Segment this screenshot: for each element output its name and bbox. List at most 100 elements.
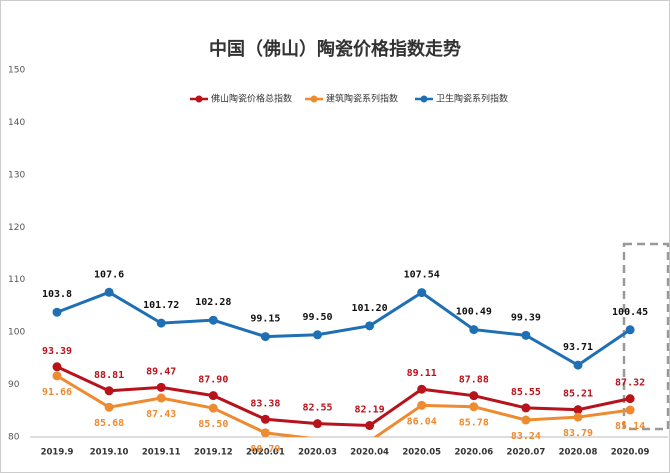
legend-dot: [420, 95, 428, 103]
x-tick-label: 2020.05: [402, 448, 441, 458]
x-tick-label: 2020.06: [454, 448, 493, 458]
series-line: [56, 290, 631, 367]
x-tick-label: 2019.11: [142, 448, 181, 458]
data-label: 80.79: [250, 444, 280, 455]
point: [260, 428, 270, 438]
point: [521, 415, 531, 425]
data-label: 93.39: [42, 346, 72, 357]
data-label: 87.32: [615, 378, 645, 389]
data-label: 85.14: [615, 421, 645, 432]
data-label: 100.49: [456, 307, 492, 318]
point: [469, 325, 479, 335]
highlight-box: [622, 242, 670, 431]
y-tick-label: 140: [8, 118, 25, 128]
x-tick-label: 2019.10: [90, 448, 129, 458]
data-label: 107.6: [94, 269, 124, 280]
data-label: 85.50: [198, 419, 228, 430]
data-label: 85.78: [459, 418, 489, 429]
y-tick-label: 100: [8, 328, 25, 338]
data-label: 103.8: [42, 289, 72, 300]
point: [313, 330, 322, 340]
point: [625, 405, 635, 415]
chart-title: 中国（佛山）陶瓷价格指数走势: [209, 38, 461, 60]
x-tick-label: 2020.08: [559, 448, 598, 458]
data-label: 89.47: [146, 366, 176, 377]
data-label: 87.90: [198, 375, 228, 386]
data-label: 101.72: [143, 300, 179, 311]
point: [208, 391, 218, 401]
point: [469, 402, 479, 412]
point: [52, 371, 62, 381]
x-tick-label: 2020.07: [507, 448, 546, 458]
data-label: 93.71: [563, 342, 593, 353]
data-label: 99.39: [511, 312, 541, 323]
data-label: 100.45: [612, 307, 648, 318]
data-label: 85.68: [94, 418, 124, 429]
data-label: 102.28: [195, 297, 231, 308]
y-tick-label: 120: [8, 223, 25, 233]
point: [104, 386, 114, 396]
y-tick-label: 130: [8, 170, 25, 180]
point: [573, 405, 583, 415]
y-tick-label: 110: [8, 275, 25, 285]
point: [365, 321, 375, 331]
y-tick-label: 90: [8, 380, 20, 390]
point: [417, 400, 427, 410]
x-tick-label: 2019.12: [194, 448, 233, 458]
point: [313, 419, 322, 429]
point: [625, 325, 635, 335]
point: [260, 332, 270, 342]
point: [417, 288, 427, 298]
data-label: 99.15: [250, 314, 280, 325]
data-label: 88.81: [94, 370, 124, 381]
legend-label: 佛山陶瓷价格总指数: [211, 93, 292, 105]
point: [260, 414, 270, 424]
x-tick-label: 2019.9: [41, 448, 74, 458]
point: [208, 403, 218, 413]
point: [365, 421, 375, 431]
data-label: 87.88: [459, 375, 489, 386]
legend-label: 建筑陶瓷系列指数: [326, 93, 398, 105]
data-label: 83.24: [511, 431, 541, 442]
legend-dot: [310, 95, 318, 103]
x-tick-label: 2020.01: [246, 448, 285, 458]
x-tick-label: 2020.03: [298, 448, 337, 458]
legend-label: 卫生陶瓷系列指数: [436, 93, 508, 105]
y-tick-label: 150: [8, 66, 25, 76]
data-label: 91.66: [42, 387, 72, 398]
point: [521, 403, 531, 413]
y-tick-label: 80: [8, 433, 20, 443]
x-tick-label: 2020.04: [350, 448, 389, 458]
point: [156, 393, 166, 403]
point: [52, 307, 62, 317]
point: [104, 287, 114, 297]
series-line: [56, 374, 631, 437]
data-label: 87.43: [146, 409, 176, 420]
data-label: 107.54: [404, 270, 440, 281]
legend-dot: [195, 95, 203, 103]
lines: [56, 290, 631, 437]
x-tick-label: 2020.09: [611, 448, 650, 458]
point: [469, 391, 479, 401]
data-label: 86.04: [407, 416, 437, 427]
point: [521, 330, 531, 340]
point: [156, 318, 166, 328]
data-label: 101.20: [352, 303, 388, 314]
point: [573, 412, 583, 422]
data-label: 99.50: [302, 312, 332, 323]
data-label: 89.11: [407, 368, 437, 379]
data-label: 85.55: [511, 387, 541, 398]
series-line: [56, 365, 631, 428]
point: [573, 360, 583, 370]
point: [417, 384, 427, 394]
point: [208, 315, 218, 325]
point: [104, 402, 114, 412]
data-label: 82.19: [355, 405, 385, 416]
point: [156, 382, 166, 392]
data-label: 85.21: [563, 389, 593, 400]
point: [52, 362, 62, 372]
data-label: 83.38: [250, 398, 280, 409]
point: [625, 394, 635, 404]
data-label: 82.55: [302, 403, 332, 414]
